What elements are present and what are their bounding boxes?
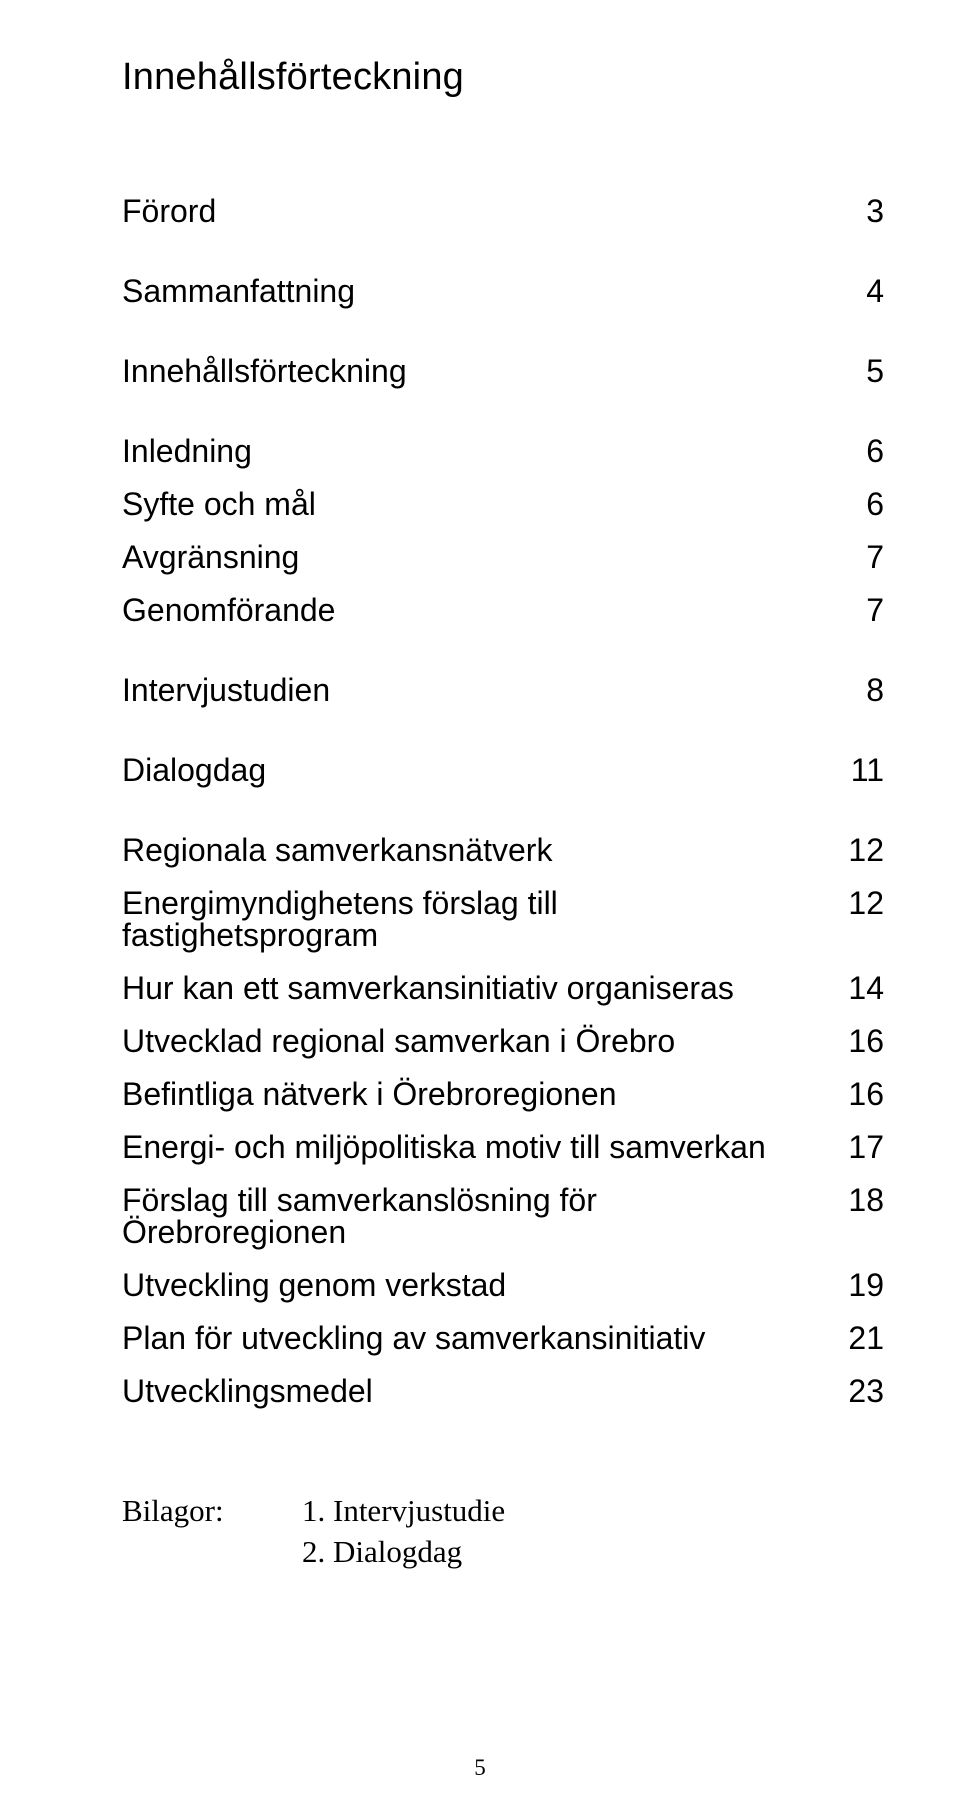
appendix-label: Bilagor: (122, 1491, 302, 1573)
toc-label: Energimyndighetens förslag till fastighe… (122, 887, 824, 951)
toc-page-number: 7 (824, 594, 884, 626)
toc-label: Förord (122, 195, 824, 227)
toc-page-number: 5 (824, 355, 884, 387)
toc-row: Syfte och mål6 (122, 488, 884, 520)
toc-label: Dialogdag (122, 754, 824, 786)
toc-page-number: 8 (824, 674, 884, 706)
toc-label: Syfte och mål (122, 488, 824, 520)
appendix-row: Bilagor: 1. Intervjustudie2. Dialogdag (122, 1491, 884, 1573)
toc-list: Förord3 Sammanfattning4 Innehållsförteckni… (122, 195, 884, 1407)
toc-page-number: 21 (824, 1322, 884, 1354)
toc-label: Hur kan ett samverkansinitiativ organise… (122, 972, 824, 1004)
toc-row: Dialogdag11 (122, 754, 884, 786)
toc-page-number: 11 (824, 754, 884, 786)
toc-label: Genomförande (122, 594, 824, 626)
toc-row: Utvecklingsmedel23 (122, 1375, 884, 1407)
toc-label: Inledning (122, 435, 824, 467)
toc-page-number: 16 (824, 1025, 884, 1057)
page-number: 5 (0, 1755, 960, 1781)
toc-label: Intervjustudien (122, 674, 824, 706)
toc-row: Avgränsning7 (122, 541, 884, 573)
toc-row: Energi- och miljöpolitiska motiv till sa… (122, 1131, 884, 1163)
appendix-item: 2. Dialogdag (302, 1532, 505, 1573)
appendix-items: 1. Intervjustudie2. Dialogdag (302, 1491, 505, 1573)
toc-row: Plan för utveckling av samverkansinitiat… (122, 1322, 884, 1354)
toc-label: Utvecklad regional samverkan i Örebro (122, 1025, 824, 1057)
toc-page-number: 12 (824, 887, 884, 919)
toc-label: Befintliga nätverk i Örebroregionen (122, 1078, 824, 1110)
toc-label: Förslag till samverkanslösning för Örebr… (122, 1184, 824, 1248)
toc-page-number: 6 (824, 488, 884, 520)
toc-row: Sammanfattning4 (122, 275, 884, 307)
toc-row: Genomförande7 (122, 594, 884, 626)
toc-row: Hur kan ett samverkansinitiativ organise… (122, 972, 884, 1004)
appendix-item: 1. Intervjustudie (302, 1491, 505, 1532)
toc-row: Utveckling genom verkstad19 (122, 1269, 884, 1301)
toc-row: Regionala samverkansnätverk12 (122, 834, 884, 866)
toc-page-number: 14 (824, 972, 884, 1004)
toc-page-number: 12 (824, 834, 884, 866)
toc-label: Utvecklingsmedel (122, 1375, 824, 1407)
toc-label: Regionala samverkansnätverk (122, 834, 824, 866)
appendix-block: Bilagor: 1. Intervjustudie2. Dialogdag (122, 1491, 884, 1573)
toc-row: Inledning6 (122, 435, 884, 467)
toc-page-number: 19 (824, 1269, 884, 1301)
toc-label: Plan för utveckling av samverkansinitiat… (122, 1322, 824, 1354)
toc-page-number: 6 (824, 435, 884, 467)
toc-label: Energi- och miljöpolitiska motiv till sa… (122, 1131, 824, 1163)
page-title: Innehållsförteckning (122, 56, 884, 99)
toc-row: Intervjustudien8 (122, 674, 884, 706)
toc-label: Avgränsning (122, 541, 824, 573)
toc-row: Förord3 (122, 195, 884, 227)
toc-page-number: 18 (824, 1184, 884, 1216)
toc-page-number: 23 (824, 1375, 884, 1407)
toc-label: Sammanfattning (122, 275, 824, 307)
toc-label: Innehållsförteckning (122, 355, 824, 387)
document-page: Innehållsförteckning Förord3 Sammanfattni… (0, 0, 960, 1805)
toc-row: Utvecklad regional samverkan i Örebro16 (122, 1025, 884, 1057)
toc-page-number: 3 (824, 195, 884, 227)
toc-row: Energimyndighetens förslag till fastighe… (122, 887, 884, 951)
toc-page-number: 4 (824, 275, 884, 307)
toc-row: Befintliga nätverk i Örebroregionen16 (122, 1078, 884, 1110)
toc-row: Innehållsförteckning5 (122, 355, 884, 387)
toc-page-number: 7 (824, 541, 884, 573)
toc-page-number: 16 (824, 1078, 884, 1110)
toc-page-number: 17 (824, 1131, 884, 1163)
toc-row: Förslag till samverkanslösning för Örebr… (122, 1184, 884, 1248)
toc-label: Utveckling genom verkstad (122, 1269, 824, 1301)
